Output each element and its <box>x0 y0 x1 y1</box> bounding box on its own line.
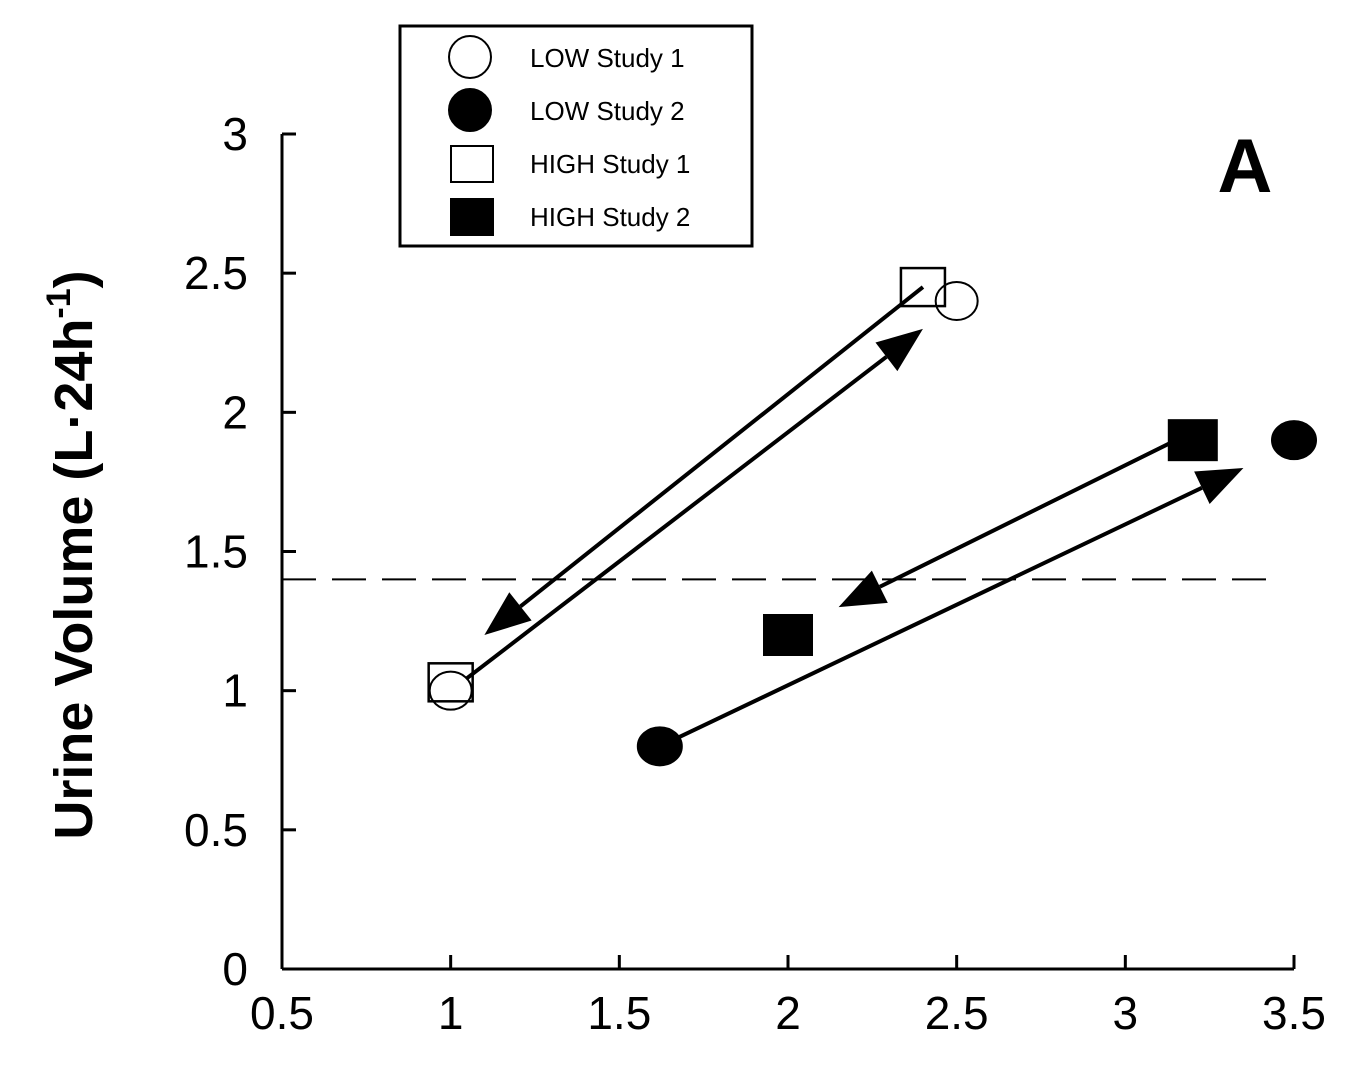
y-tick-label-2: 1 <box>222 665 248 717</box>
arrow-shaft-0 <box>449 355 888 693</box>
legend-entry-low-study-2: LOW Study 2 <box>530 96 685 126</box>
legend-marker-filled-circle <box>448 88 492 132</box>
point-high-study-1-1 <box>899 266 947 308</box>
y-tick-label-3: 1.5 <box>184 526 248 578</box>
x-tick-label-2: 1.5 <box>587 987 651 1039</box>
y-axis-label-superscript: -1 <box>40 288 78 318</box>
x-tick-label-3: 2 <box>775 987 801 1039</box>
legend-marker-filled-square <box>450 198 494 236</box>
panel-label: A <box>1218 124 1273 209</box>
y-axis-label-close: ) <box>44 270 104 288</box>
y-tick-label-0: 0 <box>222 943 248 995</box>
point-low-study-1-0 <box>428 670 473 711</box>
arrow-shaft-3 <box>878 438 1177 589</box>
arrow-shaft-2 <box>658 485 1203 749</box>
point-low-study-2-0 <box>636 726 683 767</box>
legend-entry-high-study-2: HIGH Study 2 <box>530 202 690 232</box>
point-low-study-1-1 <box>934 281 979 321</box>
arrow-head-0 <box>875 328 923 372</box>
point-high-study-2-1 <box>1167 419 1218 462</box>
y-axis-label-main: Urine Volume (L·24h <box>44 319 104 840</box>
legend-entry-low-study-1: LOW Study 1 <box>530 43 685 73</box>
arrow-head-3 <box>838 570 888 608</box>
arrow-shaft-1 <box>519 285 925 608</box>
y-tick-label-1: 0.5 <box>184 804 248 856</box>
point-low-study-2-1 <box>1271 420 1317 461</box>
arrow-head-1 <box>484 592 532 635</box>
y-axis-label: Urine Volume (L·24h-1) <box>40 270 104 839</box>
legend-marker-open-circle <box>448 35 492 79</box>
legend-marker-open-square <box>450 145 494 183</box>
x-tick-label-0: 0.5 <box>250 987 314 1039</box>
y-tick-label-5: 2.5 <box>184 247 248 299</box>
y-tick-label-6: 3 <box>222 108 248 160</box>
x-tick-label-4: 2.5 <box>925 987 989 1039</box>
legend-entry-high-study-1: HIGH Study 1 <box>530 149 690 179</box>
point-high-study-1-0 <box>427 662 474 703</box>
point-high-study-2-0 <box>763 614 813 656</box>
x-tick-label-1: 1 <box>438 987 464 1039</box>
x-tick-label-6: 3.5 <box>1262 987 1326 1039</box>
x-tick-label-5: 3 <box>1113 987 1139 1039</box>
axes: 00.511.522.530.5 1 1.5 2 2.5 3 3.5 <box>184 108 1326 1039</box>
arrows-layer <box>449 285 1244 749</box>
legend: LOW Study 1 LOW Study 2 HIGH Study 1 HIG… <box>398 24 754 248</box>
y-tick-label-4: 2 <box>222 386 248 438</box>
points-layer <box>427 266 1317 767</box>
arrow-head-2 <box>1194 468 1244 505</box>
